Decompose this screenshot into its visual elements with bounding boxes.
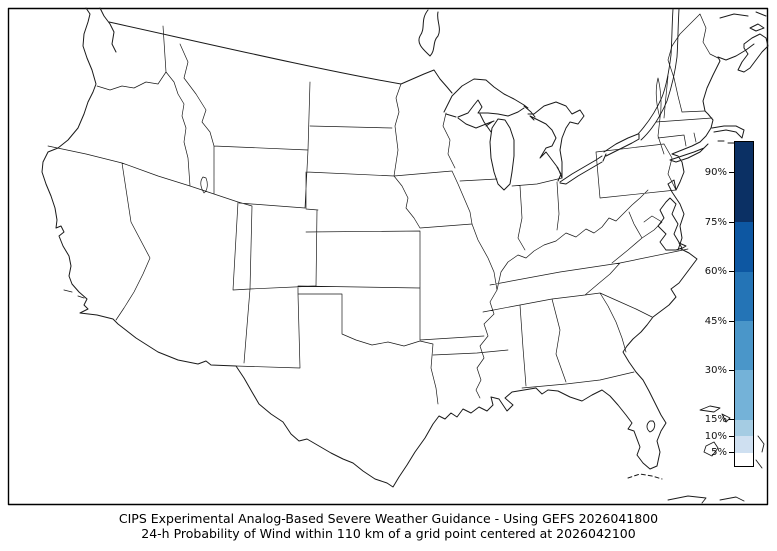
islands-path [63, 289, 765, 504]
colorbar-tick-75 [729, 221, 734, 223]
colorbar-segment-15-30 [735, 370, 753, 420]
colorbar-tick-10 [729, 435, 734, 437]
colorbar-segment-1-5 [735, 452, 753, 466]
colorbar-tick-30 [729, 369, 734, 371]
colorbar-label-90: 90% [704, 167, 727, 179]
atlantic-coastline [547, 242, 698, 470]
map-frame [7, 7, 769, 506]
colorbar-segment-30-45 [735, 321, 753, 371]
colorbar-segment-5-10 [735, 436, 753, 453]
colorbar-tick-60 [729, 271, 734, 273]
northeast-coastline [657, 11, 769, 251]
caption-line-2: 24-h Probability of Wind within 110 km o… [141, 526, 636, 541]
colorbar-label-30: 30% [704, 364, 727, 376]
state-boundaries [47, 13, 719, 405]
caption-line-1: CIPS Experimental Analog-Based Severe We… [118, 511, 659, 526]
colorbar-segment-60-75 [735, 222, 753, 272]
colorbar-segment-75-99.3 [735, 142, 753, 223]
canada-border-path [108, 9, 453, 94]
st-lawrence-river [637, 8, 680, 141]
colorbar-segment-10-15 [735, 419, 753, 437]
colorbar-tick-15 [729, 419, 734, 421]
colorbar-tick-45 [729, 320, 734, 322]
florida-keys-dashed [627, 473, 663, 480]
colorbar-label-5: 5% [711, 447, 727, 459]
colorbar-label-15: 15% [704, 414, 727, 426]
pacific-gulf-coastline [41, 7, 549, 488]
great-lakes-path [443, 78, 640, 191]
colorbar-tick-90 [729, 172, 734, 174]
colorbar-label-45: 45% [704, 315, 727, 327]
colorbar-label-60: 60% [704, 266, 727, 278]
colorbar-tick-5 [729, 452, 734, 454]
colorbar-label-75: 75% [704, 216, 727, 228]
colorbar-label-10: 10% [704, 430, 727, 442]
colorbar-segment-45-60 [735, 271, 753, 322]
